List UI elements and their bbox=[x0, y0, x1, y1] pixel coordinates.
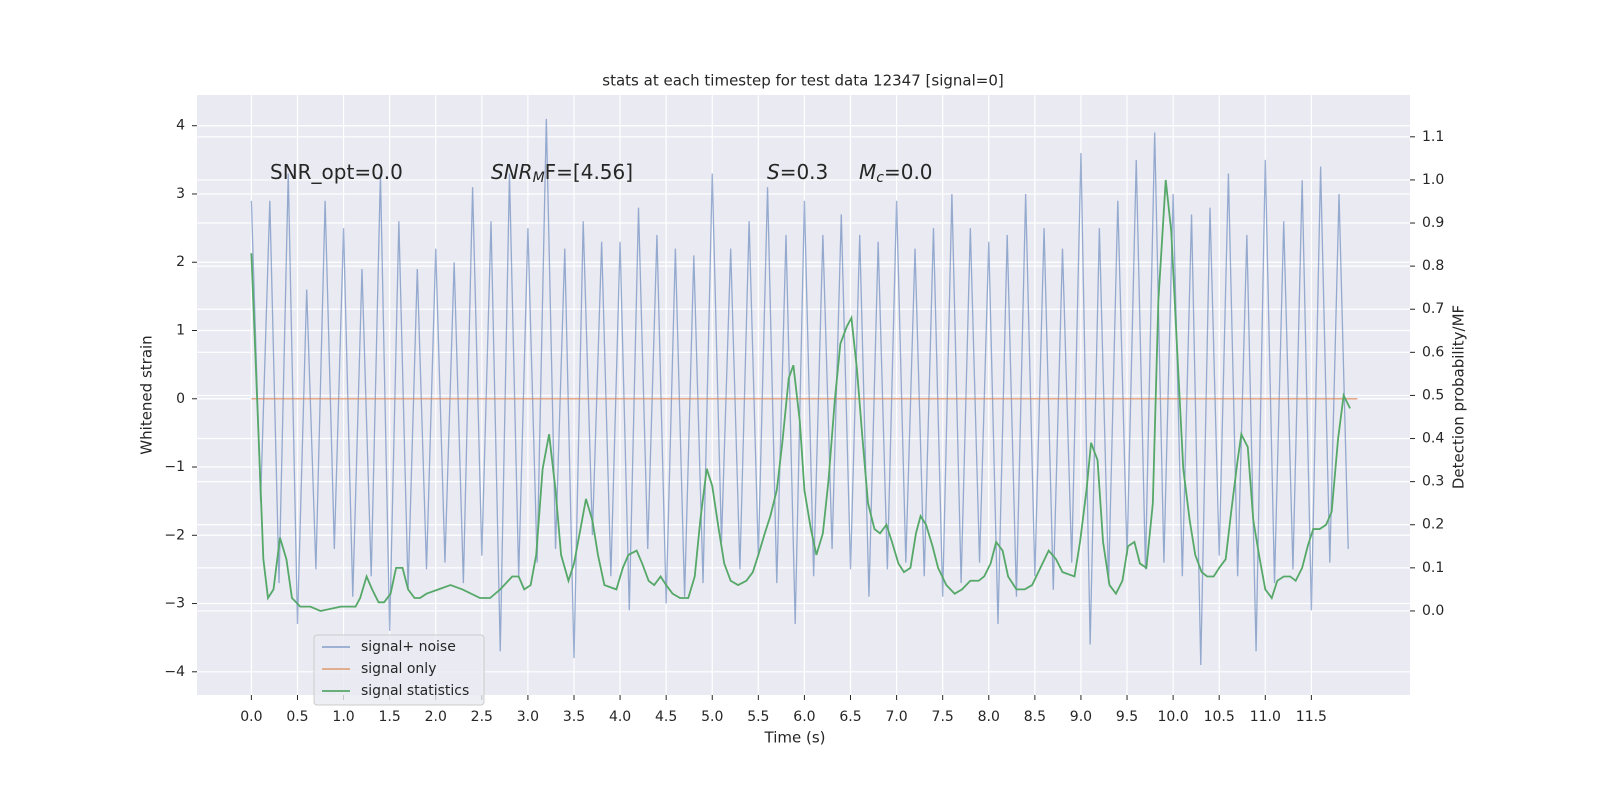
annotation: S=0.3 bbox=[767, 160, 828, 184]
y2-tick-label: 0.5 bbox=[1422, 387, 1444, 403]
annotation-part: =0.3 bbox=[780, 160, 829, 184]
y2-tick-label: 0.9 bbox=[1422, 215, 1444, 231]
y-tick-label: −2 bbox=[164, 527, 185, 543]
x-tick-label: 2.0 bbox=[425, 709, 447, 725]
series-line bbox=[250, 179, 1351, 612]
y-tick-label: 2 bbox=[176, 254, 185, 270]
labels: 0.0 0.5 1.0 1.5 2.0 2.5 3.0 3.5 4.0 4.5 5.0 5.5 6.0 6… bbox=[164, 118, 1444, 725]
y-tick-label: −4 bbox=[164, 664, 185, 680]
y-tick-label: 0 bbox=[176, 391, 185, 407]
x-tick-label: 1.0 bbox=[332, 709, 354, 725]
annotation: Mc=0.0 bbox=[859, 160, 933, 187]
x-tick-label: 6.5 bbox=[839, 709, 861, 725]
annotation-part: M bbox=[859, 160, 876, 184]
x-tick-label: 7.0 bbox=[885, 709, 907, 725]
y2-tick-label: 1.1 bbox=[1422, 129, 1444, 145]
annotation-part: M bbox=[533, 170, 545, 186]
x-tick-label: 3.0 bbox=[517, 709, 539, 725]
y-tick-label: −3 bbox=[164, 596, 185, 612]
annotation-part: c bbox=[876, 170, 884, 186]
annotation-part: SNR_opt=0.0 bbox=[270, 160, 403, 184]
legend-label: signal only bbox=[361, 661, 436, 677]
x-tick-label: 0.5 bbox=[286, 709, 308, 725]
x-tick-label: 1.5 bbox=[379, 709, 401, 725]
y-axis-label: Whitened strain bbox=[138, 335, 156, 454]
legend: signal+ noise signal only signal statistic… bbox=[313, 634, 485, 706]
y2-tick-label: 0.1 bbox=[1422, 560, 1444, 576]
series-line bbox=[250, 118, 1349, 665]
marks bbox=[250, 118, 1358, 665]
y2-tick-label: 0.2 bbox=[1422, 517, 1444, 533]
y2-tick-label: 1.0 bbox=[1422, 172, 1444, 188]
y2-tick-label: 0.4 bbox=[1422, 431, 1444, 447]
y2-axis-label: Detection probability/MF bbox=[1450, 305, 1468, 489]
y2-tick-label: 0.3 bbox=[1422, 474, 1444, 490]
annotation: SNRMF=[4.56] bbox=[491, 160, 633, 187]
y2-tick-label: 0.8 bbox=[1422, 258, 1444, 274]
y-tick-label: 4 bbox=[176, 118, 185, 134]
y2-tick-label: 0.6 bbox=[1422, 344, 1444, 360]
annotation-part: F=[4.56] bbox=[545, 160, 633, 184]
legend-label: signal+ noise bbox=[361, 639, 456, 655]
legend-box bbox=[313, 634, 485, 706]
y-tick-label: −1 bbox=[164, 459, 185, 475]
annotation-part: SNR bbox=[491, 160, 533, 184]
x-tick-label: 4.5 bbox=[655, 709, 677, 725]
annotation-part: =0.0 bbox=[884, 160, 933, 184]
x-tick-label: 10.0 bbox=[1158, 709, 1189, 725]
x-tick-label: 7.5 bbox=[932, 709, 954, 725]
x-tick-label: 6.0 bbox=[793, 709, 815, 725]
x-tick-label: 5.5 bbox=[747, 709, 769, 725]
x-tick-label: 9.5 bbox=[1116, 709, 1138, 725]
annotation: SNR_opt=0.0 bbox=[270, 160, 403, 184]
chart-title: stats at each timestep for test data 123… bbox=[602, 72, 1003, 90]
y-tick-label: 1 bbox=[176, 322, 185, 338]
y-tick-label: 3 bbox=[176, 186, 185, 202]
x-tick-label: 5.0 bbox=[701, 709, 723, 725]
y2-tick-label: 0.0 bbox=[1422, 603, 1444, 619]
x-axis-label: Time (s) bbox=[764, 729, 826, 747]
x-tick-label: 11.5 bbox=[1296, 709, 1327, 725]
x-tick-label: 8.0 bbox=[978, 709, 1000, 725]
x-tick-label: 9.0 bbox=[1070, 709, 1092, 725]
y2-tick-label: 0.7 bbox=[1422, 301, 1444, 317]
x-tick-label: 0.0 bbox=[240, 709, 262, 725]
x-tick-label: 8.5 bbox=[1024, 709, 1046, 725]
annotation-part: S bbox=[767, 160, 780, 184]
x-tick-label: 10.5 bbox=[1204, 709, 1235, 725]
x-tick-label: 11.0 bbox=[1250, 709, 1281, 725]
legend-label: signal statistics bbox=[361, 683, 469, 699]
x-tick-label: 3.5 bbox=[563, 709, 585, 725]
x-tick-label: 2.5 bbox=[471, 709, 493, 725]
x-tick-label: 4.0 bbox=[609, 709, 631, 725]
